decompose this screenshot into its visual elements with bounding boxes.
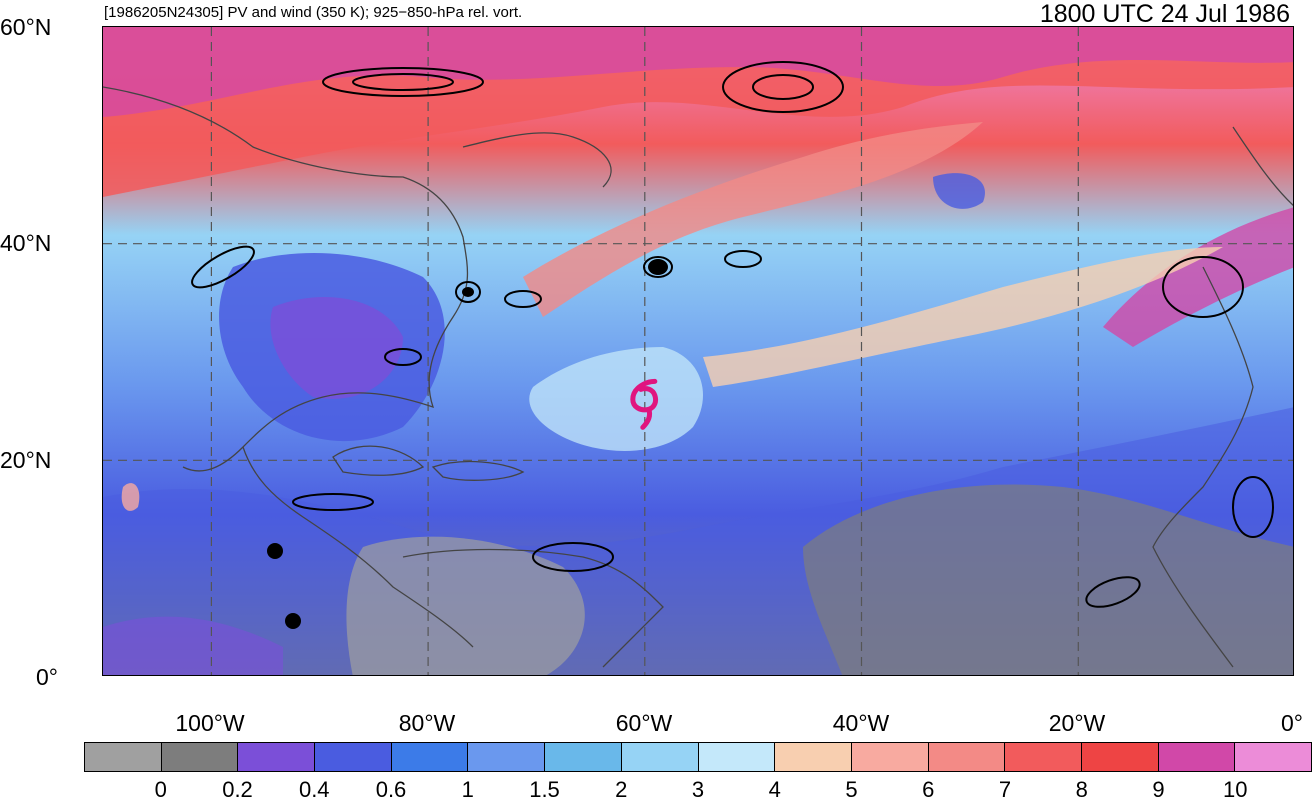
- colorbar-swatch: [851, 743, 929, 771]
- colorbar-swatch: [85, 743, 162, 771]
- lon-label-40w: 40°W: [832, 710, 890, 736]
- lon-label-0: 0°: [1281, 710, 1303, 736]
- map-panel: [102, 26, 1294, 676]
- lon-label-20w: 20°W: [1048, 710, 1106, 736]
- lon-label-100w: 100°W: [175, 710, 245, 736]
- colorbar-swatch: [1235, 743, 1311, 771]
- colorbar-swatch: [698, 743, 776, 771]
- map-canvas: [103, 27, 1293, 675]
- lat-label-20n: 20°N: [0, 447, 52, 473]
- lon-label-80w: 80°W: [398, 710, 456, 736]
- colorbar-tick-label: 9: [1152, 777, 1165, 802]
- colorbar-tick-label: 0.6: [375, 777, 407, 802]
- colorbar-tick-label: 1.5: [529, 777, 560, 802]
- lat-label-40n: 40°N: [0, 230, 52, 256]
- colorbar-swatch: [545, 743, 622, 771]
- graticule: [103, 27, 1293, 675]
- colorbar-swatch: [775, 743, 852, 771]
- colorbar-tick-label: 0.4: [298, 777, 330, 802]
- tropical-cyclone-icon: [630, 378, 659, 430]
- colorbar-tick-label: 5: [845, 777, 858, 802]
- vorticity-maxima: [267, 259, 668, 629]
- colorbar-tick-label: 7: [998, 777, 1012, 802]
- vorticity-contours: [191, 61, 1274, 608]
- colorbar-swatch: [621, 743, 699, 771]
- colorbar-swatch: [1158, 743, 1236, 771]
- colorbar-swatch: [238, 743, 316, 771]
- colorbar-tick-label: 3: [691, 777, 705, 802]
- pv-field: [103, 27, 1293, 675]
- colorbar-tick-label: 6: [922, 777, 935, 802]
- colorbar-swatch: [1005, 743, 1082, 771]
- valid-time: 1800 UTC 24 Jul 1986: [1039, 0, 1290, 28]
- colorbar-tick-label: 0.2: [222, 777, 253, 802]
- colorbar-swatch: [1081, 743, 1159, 771]
- colorbar-swatch: [468, 743, 546, 771]
- colorbar-tick-label: 10: [1223, 777, 1248, 802]
- figure-subtitle: [1986205N24305] PV and wind (350 K); 925…: [104, 4, 523, 21]
- colorbar-tick-label: 4: [768, 777, 781, 802]
- colorbar-tick-label: 8: [1075, 777, 1088, 802]
- colorbar-swatch: [391, 743, 469, 771]
- colorbar-tick-label: 0: [154, 777, 167, 802]
- lon-label-60w: 60°W: [615, 710, 673, 736]
- colorbar-swatch: [315, 743, 392, 771]
- colorbar-tick-label: 1: [461, 777, 474, 802]
- lat-label-eq: 0°: [36, 664, 58, 690]
- lat-label-60n: 60°N: [0, 14, 52, 40]
- colorbar-tick-label: 2: [615, 777, 628, 802]
- colorbar-swatch: [928, 743, 1006, 771]
- pv-colorbar: [84, 742, 1312, 772]
- colorbar-swatch: [161, 743, 239, 771]
